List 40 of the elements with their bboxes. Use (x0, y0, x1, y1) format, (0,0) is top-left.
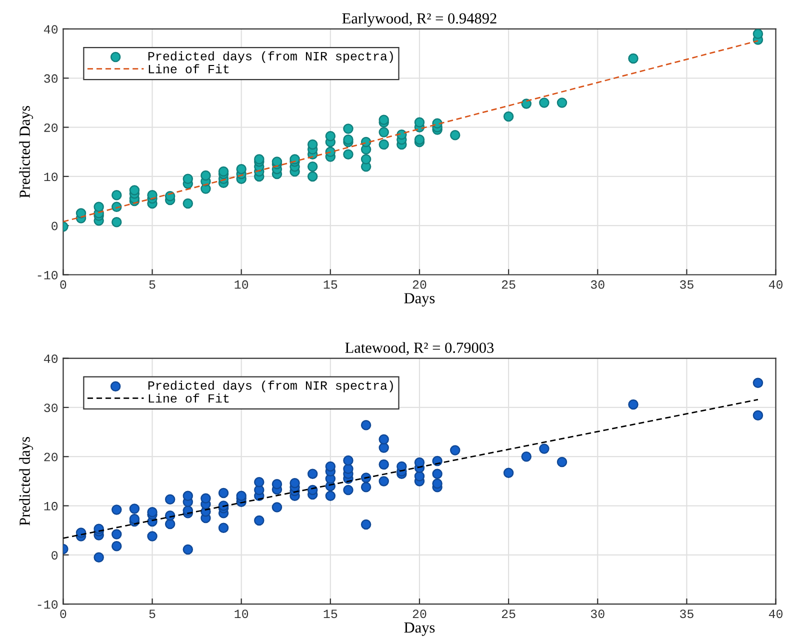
x-axis-title: Days (404, 622, 435, 636)
y-tick-label: -10 (38, 270, 58, 280)
x-tick-label: 10 (234, 280, 248, 289)
x-tick-label: 0 (60, 610, 66, 618)
x-tick-label: 40 (768, 280, 783, 289)
chart-title: Earlywood, R² = 0.94892 (342, 12, 496, 27)
x-tick-label: 15 (324, 610, 338, 618)
x-tick-label: 10 (234, 610, 248, 618)
y-tick-label: 30 (44, 404, 58, 412)
x-tick-label: 35 (680, 280, 694, 289)
x-axis-title: Days (404, 293, 435, 307)
x-tick-label: 25 (502, 610, 516, 618)
x-tick-label: 40 (768, 610, 783, 618)
x-tick-label: 20 (412, 280, 426, 289)
x-tick-label: 15 (324, 280, 338, 289)
y-axis-title: Predicted days (19, 436, 34, 526)
y-tick-label: 20 (44, 123, 58, 132)
x-tick-label: 0 (60, 280, 66, 289)
x-tick-label: 30 (590, 280, 604, 289)
y-tick-label: -10 (38, 600, 58, 609)
y-tick-label: 0 (52, 551, 58, 560)
y-tick-label: 10 (44, 502, 58, 510)
legend-label: Predicted days (from NIR spectra) (148, 380, 393, 392)
x-tick-label: 35 (680, 610, 694, 618)
legend-label: Line of Fit (148, 64, 229, 74)
x-tick-label: 20 (412, 610, 426, 618)
x-tick-label: 25 (502, 280, 516, 289)
y-axis-title: Predicted Days (19, 106, 34, 198)
y-tick-label: 30 (44, 74, 58, 83)
x-tick-label: 30 (590, 610, 604, 618)
chart-title: Latewood, R² = 0.79003 (345, 342, 494, 356)
legend-label: Predicted days (from NIR spectra) (148, 51, 393, 63)
y-tick-label: 40 (44, 354, 58, 363)
legend-label: Line of Fit (148, 393, 229, 403)
y-tick-label: 40 (44, 25, 58, 34)
y-tick-label: 0 (52, 222, 58, 230)
y-tick-label: 10 (44, 172, 58, 182)
x-tick-label: 5 (149, 610, 156, 618)
x-tick-label: 5 (149, 280, 156, 289)
y-tick-label: 20 (44, 452, 58, 462)
